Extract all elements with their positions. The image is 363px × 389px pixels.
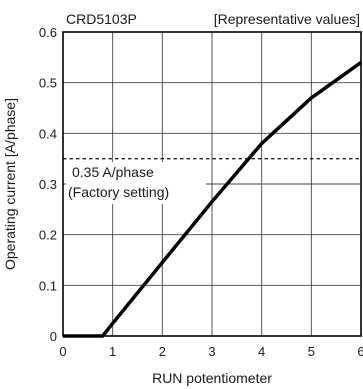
- x-tick-label: 4: [258, 344, 265, 359]
- x-tick-label: 3: [208, 344, 215, 359]
- x-axis-label: RUN potentiometer: [152, 370, 272, 386]
- series-group: [63, 60, 363, 338]
- x-tick-label: 0: [59, 344, 66, 359]
- y-tick-label: 0: [50, 329, 57, 344]
- chart-title: CRD5103P: [66, 11, 137, 27]
- y-tick-label: 0.6: [39, 25, 57, 40]
- x-tick-label: 2: [159, 344, 166, 359]
- series-line: [63, 60, 363, 338]
- x-tick-label: 5: [308, 344, 315, 359]
- reference-label-line1: 0.35 A/phase: [72, 164, 154, 180]
- chart-subtitle: [Representative values]: [214, 11, 360, 27]
- grid: [63, 32, 361, 336]
- y-tick-label: 0.4: [39, 126, 57, 141]
- reference-line-group: [63, 157, 361, 204]
- annotation-background: [66, 162, 206, 204]
- plot-frame: [62, 31, 362, 337]
- reference-label-line2: (Factory setting): [68, 184, 169, 200]
- y-tick-label: 0.5: [39, 76, 57, 91]
- y-tick-label: 0.2: [39, 228, 57, 243]
- x-tick-label: 1: [109, 344, 116, 359]
- y-tick-label: 0.1: [39, 278, 57, 293]
- tick-labels: 0 1 2 3 4 5 6 0 0.1 0.2 0.3 0.4 0.5 0.6: [39, 25, 363, 359]
- y-tick-label: 0.3: [39, 177, 57, 192]
- plot-border: [62, 31, 362, 337]
- x-tick-label: 6: [357, 344, 363, 359]
- y-axis-label: Operating current [A/phase]: [2, 98, 18, 270]
